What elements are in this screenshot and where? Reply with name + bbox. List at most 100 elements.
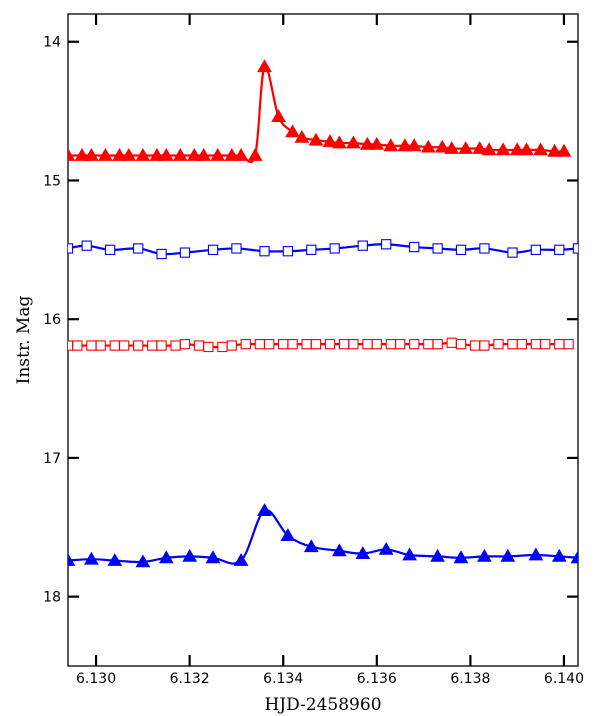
data-point <box>224 147 240 161</box>
data-point <box>332 135 347 149</box>
data-point <box>196 147 212 161</box>
data-point <box>207 244 219 255</box>
data-point <box>254 339 265 350</box>
y-tick-label: 14 <box>43 35 61 51</box>
x-tick-label: 6.138 <box>450 671 490 687</box>
data-point <box>477 548 492 562</box>
data-point <box>383 138 399 152</box>
data-point <box>68 147 76 161</box>
data-point <box>338 339 350 350</box>
series-2 <box>68 239 578 260</box>
data-point <box>455 339 467 350</box>
data-point <box>280 528 296 541</box>
data-point <box>479 243 490 254</box>
data-point <box>135 554 151 568</box>
data-point <box>572 243 578 254</box>
data-point <box>507 247 518 258</box>
data-point <box>563 339 574 350</box>
data-point <box>186 147 202 161</box>
data-point <box>301 339 312 350</box>
data-point <box>493 339 504 350</box>
data-point <box>554 244 565 255</box>
data-point <box>509 142 525 156</box>
data-point <box>528 547 544 561</box>
data-point <box>81 240 92 251</box>
data-point <box>156 340 167 351</box>
data-point <box>385 339 396 350</box>
data-point <box>324 339 336 350</box>
data-point <box>233 147 249 161</box>
data-point <box>278 339 289 350</box>
data-point <box>409 241 420 253</box>
data-point <box>432 339 443 350</box>
data-point <box>84 147 99 161</box>
data-point <box>423 339 434 350</box>
series-4 <box>68 503 578 568</box>
data-point <box>530 244 542 255</box>
data-point <box>530 339 542 350</box>
data-point <box>98 147 113 161</box>
data-point <box>247 147 263 161</box>
data-point <box>303 539 319 553</box>
data-point <box>495 142 511 156</box>
data-point <box>547 143 562 157</box>
data-point <box>74 147 90 161</box>
data-point <box>378 541 394 555</box>
data-point <box>172 147 188 161</box>
x-tick-label: 6.130 <box>76 671 116 687</box>
data-point <box>434 139 450 153</box>
data-point <box>121 147 137 161</box>
data-point <box>362 339 373 350</box>
y-tick-label: 18 <box>43 590 61 606</box>
data-point <box>519 142 534 156</box>
data-point <box>455 244 467 255</box>
data-point <box>551 548 567 562</box>
data-point <box>369 136 385 150</box>
data-point <box>409 339 420 350</box>
data-point <box>104 244 116 255</box>
data-point <box>95 340 106 351</box>
tick-labels: 14 15 16 17 18 6.130 6.132 6.134 6.136 6.138 6.140 <box>43 35 584 687</box>
data-point <box>217 341 228 353</box>
data-point <box>84 551 99 565</box>
data-point <box>458 141 474 154</box>
data-point <box>346 135 361 149</box>
data-point <box>233 553 249 566</box>
x-tick-label: 6.136 <box>357 671 397 687</box>
data-point <box>306 244 317 255</box>
data-point <box>118 340 130 351</box>
data-point <box>112 147 127 161</box>
data-point <box>479 340 490 351</box>
data-point <box>135 147 151 161</box>
data-point <box>226 340 237 351</box>
data-point <box>287 339 298 350</box>
data-point <box>472 141 488 154</box>
data-point <box>446 337 457 348</box>
data-point <box>406 138 422 152</box>
data-point <box>170 340 181 351</box>
data-point <box>507 339 518 350</box>
data-point <box>357 240 368 251</box>
plot-frame <box>67 13 579 667</box>
data-point <box>156 248 167 260</box>
data-point <box>322 134 338 147</box>
y-tick-label: 16 <box>43 312 61 328</box>
data-point <box>109 340 120 351</box>
series-line <box>68 509 578 565</box>
data-point <box>554 339 565 350</box>
data-point <box>381 239 392 250</box>
series-1 <box>68 59 572 164</box>
y-axis-label: Instr. Mag <box>14 296 34 385</box>
data-point <box>453 550 469 564</box>
data-point <box>158 550 174 564</box>
data-point <box>402 547 417 561</box>
data-point <box>182 548 198 562</box>
data-point <box>348 339 359 350</box>
data-point <box>203 341 214 353</box>
x-tick-label: 6.134 <box>263 671 303 687</box>
data-point <box>68 553 76 566</box>
data-point <box>179 247 191 258</box>
data-point <box>360 136 375 150</box>
data-point <box>430 548 445 562</box>
